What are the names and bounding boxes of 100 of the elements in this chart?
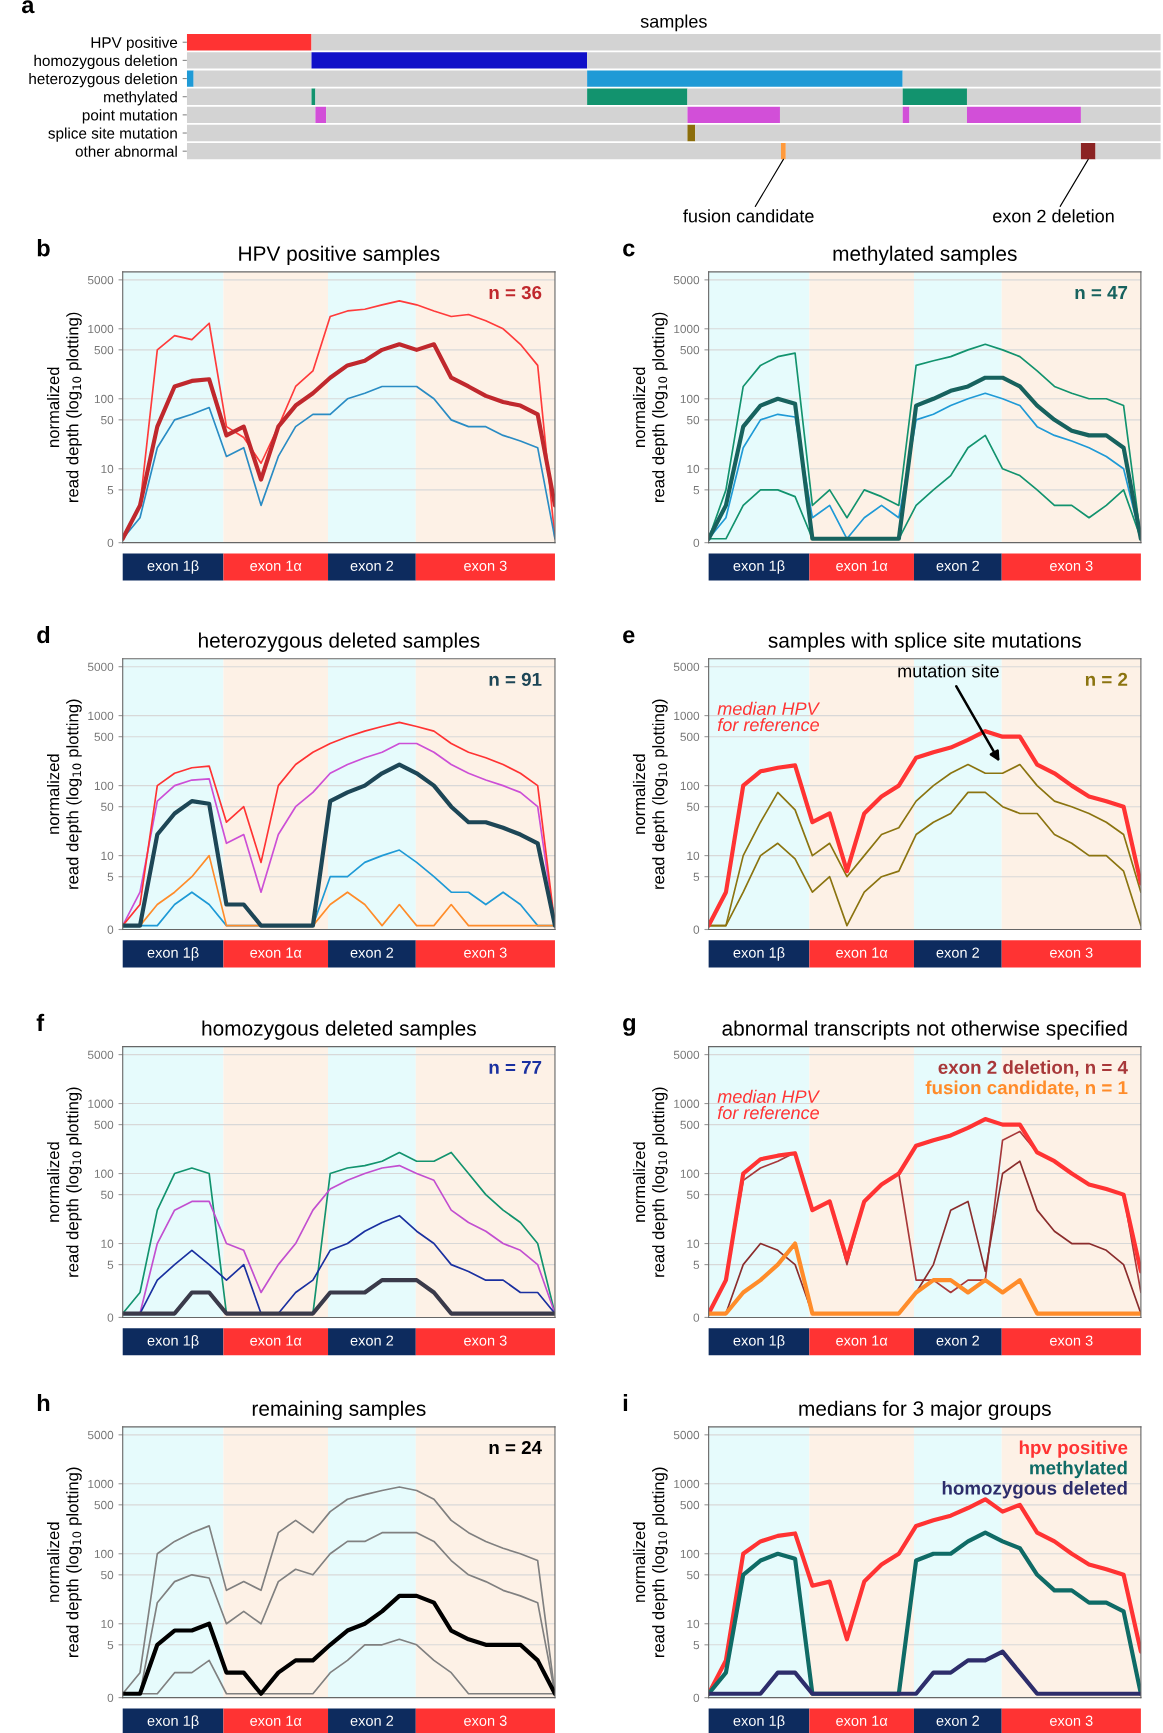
text: exon 2 deletion (993, 209, 1114, 223)
text: exon 1α (836, 1335, 888, 1346)
text: d (37, 625, 50, 644)
y-tick-label: 1000 (88, 711, 114, 721)
y-tick-label: 0 (693, 1693, 700, 1703)
text: c (623, 243, 635, 257)
y-tick-label: 100 (680, 1169, 700, 1178)
text: median HPV for reference (717, 1089, 821, 1120)
y-tick-label: 10 (687, 851, 700, 861)
y-tick-label: 5 (693, 1260, 700, 1270)
text: exon 1β (147, 947, 199, 961)
y-tick-label: 100 (94, 394, 114, 404)
y-tick-label: 1000 (88, 1479, 114, 1489)
y-tick-label: 50 (686, 1570, 700, 1580)
text: exon 1β (147, 1335, 199, 1349)
y-tick-label: 5 (693, 1640, 700, 1650)
y-tick-label: 500 (680, 1500, 700, 1510)
text: n = 77 (489, 1060, 542, 1074)
y-axis-title: normalized read depth (log$_{10}$ plotting) (632, 699, 668, 889)
y-tick-label: 5 (693, 486, 700, 495)
y-tick-label: 50 (686, 1190, 700, 1200)
text: exon 1α (250, 1715, 302, 1726)
y-tick-label: 5 (107, 486, 114, 495)
y-tick-label: 50 (101, 802, 114, 812)
y-tick-label: 50 (101, 415, 114, 425)
y-tick-label: 10 (687, 1239, 700, 1248)
y-tick-label: 0 (693, 925, 700, 934)
y-tick-label: 100 (680, 1549, 700, 1559)
y-tick-label: 500 (94, 1120, 114, 1130)
y-tick-label: 500 (94, 1500, 114, 1510)
y-tick-label: 1000 (674, 711, 700, 721)
y-tick-label: 50 (686, 802, 700, 812)
y-tick-label: HPV positive (91, 36, 178, 51)
chart-title: remaining samples (252, 1400, 426, 1421)
y-tick-label: 0 (107, 1693, 114, 1703)
y-tick-label: 500 (94, 345, 114, 355)
y-tick-label: 5 (693, 872, 700, 882)
chart-title: samples (640, 14, 707, 32)
y-tick-label: 500 (680, 1120, 700, 1130)
text: exon 3 (1050, 1715, 1093, 1726)
chart-title: medians for 3 major groups (799, 1400, 1051, 1421)
text: exon 2 (350, 1335, 394, 1346)
text: exon 3 (464, 1715, 507, 1726)
text: h (37, 1394, 50, 1412)
y-tick-label: 10 (687, 464, 700, 474)
y-tick-label: 5000 (673, 1430, 700, 1440)
y-tick-label: 50 (101, 1570, 114, 1580)
chart-title: methylated samples (833, 245, 1017, 266)
chart-title: samples with splice site mutations (768, 632, 1081, 652)
text: exon 1α (836, 560, 888, 571)
text: exon 2 deletion, n = 4 (938, 1060, 1128, 1077)
y-tick-label: other abnormal (75, 145, 177, 157)
text: exon 1α (250, 1335, 302, 1346)
y-tick-label: 10 (101, 1239, 114, 1248)
text: fusion candidate, n = 1 (925, 1080, 1128, 1097)
y-tick-label: 5000 (87, 1050, 114, 1060)
text: b (37, 239, 50, 257)
text: exon 1β (733, 947, 785, 961)
y-tick-label: 10 (101, 464, 114, 474)
y-axis-title: normalized read depth (log$_{10}$ plotting) (47, 1467, 82, 1657)
text: exon 3 (464, 560, 507, 571)
text: e (623, 630, 635, 644)
text: exon 1α (836, 947, 888, 958)
y-tick-label: splice site mutation (48, 127, 177, 142)
text: exon 1β (147, 560, 199, 574)
text: exon 2 (936, 1715, 979, 1726)
text: exon 3 (1050, 560, 1093, 571)
text: n = 24 (489, 1440, 542, 1454)
text: i (623, 1394, 628, 1412)
y-axis-title: normalized read depth (log$_{10}$ plotting) (47, 312, 82, 502)
y-tick-label: 500 (680, 345, 700, 355)
y-tick-label: 0 (107, 538, 114, 548)
text: n = 91 (489, 672, 542, 687)
text: fusion candidate (683, 209, 814, 223)
y-axis-title: normalized read depth (log$_{10}$ plotting) (632, 1087, 668, 1277)
y-tick-label: 5000 (673, 1050, 700, 1060)
y-tick-label: 50 (101, 1190, 114, 1200)
text: hpv positive (1019, 1440, 1128, 1458)
y-tick-label: 10 (101, 851, 114, 861)
y-tick-label: point mutation (82, 109, 177, 124)
y-tick-label: 100 (94, 1169, 114, 1178)
y-tick-label: heterozygous deletion (29, 73, 177, 88)
y-tick-label: 500 (94, 732, 114, 742)
y-tick-label: 0 (693, 538, 700, 548)
text: exon 1β (733, 560, 785, 574)
text: a (21, 0, 35, 14)
text: g (623, 1018, 636, 1036)
text: exon 1α (836, 1715, 888, 1726)
y-tick-label: 100 (680, 781, 700, 791)
y-tick-label: 50 (686, 415, 700, 425)
text: homozygous deleted (942, 1481, 1127, 1499)
y-tick-label: 5 (107, 1260, 114, 1270)
text: exon 2 (350, 560, 394, 571)
text: median HPV for reference (717, 701, 821, 732)
text: f (36, 1013, 45, 1031)
y-tick-label: 1000 (88, 1099, 114, 1108)
y-tick-label: 5000 (87, 275, 114, 285)
text: exon 1α (250, 560, 302, 571)
text: n = 2 (1085, 672, 1128, 686)
text: n = 36 (489, 285, 542, 300)
